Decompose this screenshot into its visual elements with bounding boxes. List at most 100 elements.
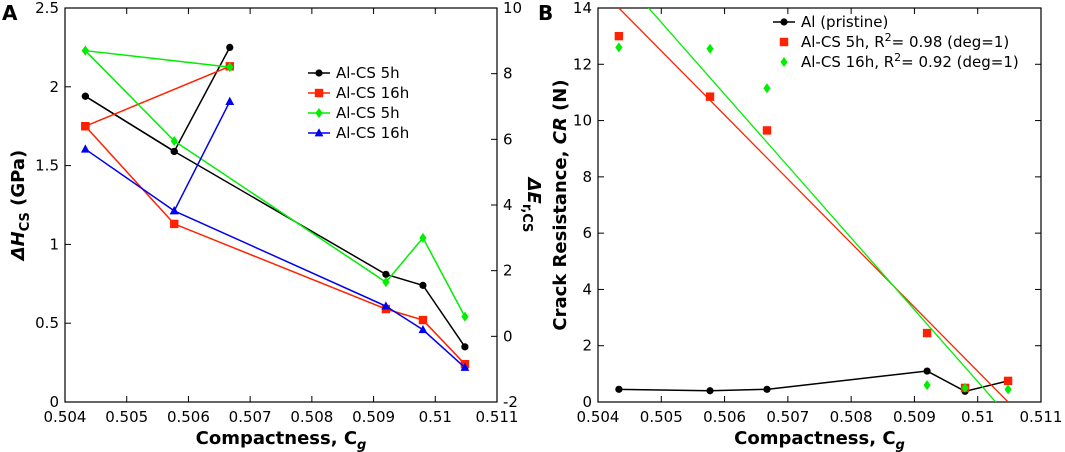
data-point: [1003, 376, 1013, 386]
legend-entry: Al-CS 5h: [336, 104, 400, 122]
x-tick-label: 0.509: [893, 408, 936, 426]
x-tick-label: 0.506: [703, 408, 746, 426]
data-point: [706, 387, 714, 395]
y-tick-label: 2: [49, 78, 59, 96]
data-point: [169, 206, 179, 215]
data-point: [419, 232, 427, 243]
data-point: [763, 83, 771, 94]
y-axis-label-text: Crack Resistance,: [550, 144, 571, 330]
x-tick-label: 0.508: [290, 408, 333, 426]
x-tick-label: 0.505: [640, 408, 683, 426]
panel-a: 0.504 0.505 0.506 0.507 0.508 0.509 0.51 0.5110…: [8, 0, 544, 452]
data-point: [461, 311, 469, 322]
data-point: [418, 324, 428, 334]
legend-entry: Al (pristine): [801, 13, 888, 31]
data-point: [763, 385, 771, 393]
data-point: [615, 42, 623, 53]
data-point: [170, 135, 178, 146]
plot-frame: [597, 7, 1042, 403]
x-tick-label: 0.509: [352, 408, 395, 426]
data-point: [418, 315, 428, 325]
data-point: [961, 382, 969, 393]
legend-marker: [780, 57, 788, 67]
y-tick-label: 2.5: [35, 0, 59, 17]
fit-line-1: [618, 8, 1009, 402]
data-point: [81, 45, 89, 56]
y2-tick-label: -2: [503, 393, 518, 411]
data-point: [922, 328, 932, 338]
legend-entry: Al-CS 5h: [336, 64, 400, 82]
data-point: [923, 367, 931, 375]
legend-marker: [314, 128, 324, 137]
legend-marker: [315, 108, 323, 118]
x-axis-label: Compactness, Cg: [734, 428, 905, 452]
panel-b: 0.504 0.505 0.506 0.507 0.508 0.509 0.51 0.511 0…: [550, 0, 1062, 452]
panel-b-label: B: [538, 1, 553, 25]
y-tick-label: 6: [582, 224, 592, 242]
x-tick-label: 0.505: [105, 408, 148, 426]
data-point: [80, 144, 90, 153]
series-line-7: [173, 210, 466, 369]
x-tick-label: 0.511: [476, 408, 519, 426]
y-axis-label-var: ΔH: [8, 231, 29, 262]
series-line-3: [84, 125, 466, 365]
x-tick-label: 0.507: [766, 408, 809, 426]
y-axis-label: ΔHCS (GPa): [8, 150, 33, 263]
y-tick-label: 0: [582, 393, 592, 411]
y-axis-label-var: CR: [550, 117, 571, 144]
series-line-2: [85, 65, 231, 127]
x-tick-label: 0.506: [167, 408, 210, 426]
legend-entry: Al-CS 16h: [336, 84, 409, 102]
y-axis-label: Crack Resistance, CR (N): [550, 79, 571, 330]
data-point: [382, 270, 390, 278]
x-axis-label: Compactness, Cg: [196, 428, 367, 452]
y-tick-label: 0.5: [35, 314, 59, 332]
legend-entry-rest: = 0.98 (deg=1): [892, 33, 1010, 51]
legend-entry-rest: = 0.92 (deg=1): [901, 53, 1019, 71]
data-point: [382, 277, 390, 288]
data-point: [705, 92, 715, 101]
legend-entry: Al-CS 16h, R2= 0.92 (deg=1): [801, 51, 1019, 71]
y-tick-label: 10: [573, 112, 592, 130]
data-point: [461, 343, 469, 351]
x-tick-label: 0.504: [577, 408, 620, 426]
y-tick-label: 4: [582, 280, 592, 298]
data-point: [460, 362, 470, 371]
data-point: [226, 43, 234, 52]
y2-tick-label: 8: [503, 65, 513, 83]
legend-marker: [315, 69, 323, 77]
y-axis-label-sub: CS: [18, 212, 33, 231]
data-point: [1004, 384, 1012, 395]
series-line-0: [84, 47, 231, 153]
y-tick-label: 8: [582, 168, 592, 186]
panel-a-label: A: [2, 1, 18, 25]
data-point: [762, 126, 772, 135]
data-point: [226, 62, 234, 73]
legend-r2-superscript: 2: [885, 31, 892, 44]
y-tick-label: 0: [49, 393, 59, 411]
plot-frame: [64, 7, 498, 403]
data-point: [225, 96, 235, 105]
y2-tick-label: 6: [503, 130, 513, 148]
series-line-4: [85, 49, 230, 68]
x-tick-label: 0.51: [961, 408, 994, 426]
legend-marker: [314, 88, 324, 98]
data-point: [170, 219, 179, 229]
y2-axis-label-var: ΔE: [523, 176, 544, 205]
x-tick-label: 0.51: [419, 408, 452, 426]
y2-tick-label: 2: [503, 262, 513, 280]
series-line-0: [618, 370, 1009, 393]
data-point: [81, 92, 89, 100]
data-point: [706, 43, 714, 54]
y-tick-label: 1: [49, 235, 59, 253]
x-axis-label-sub: g: [357, 438, 366, 452]
data-point: [170, 147, 178, 156]
y-tick-label: 2: [582, 337, 592, 355]
data-point: [81, 122, 90, 131]
plot-area: [614, 8, 1013, 402]
y2-tick-label: 0: [503, 327, 513, 345]
data-point: [923, 380, 931, 391]
x-tick-label: 0.507: [229, 408, 272, 426]
y2-axis-label: ΔEr,CS: [519, 176, 544, 233]
